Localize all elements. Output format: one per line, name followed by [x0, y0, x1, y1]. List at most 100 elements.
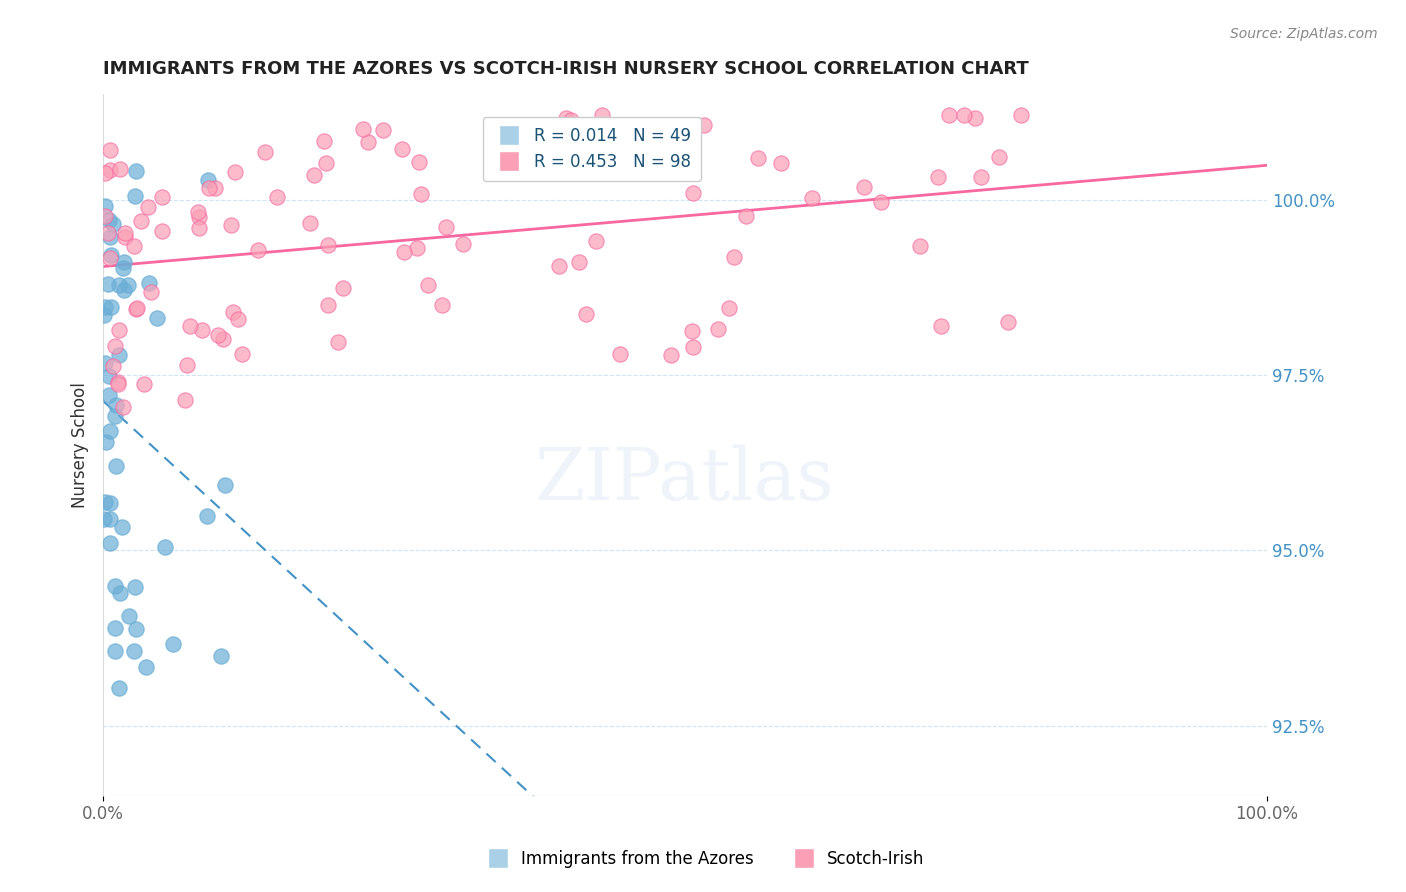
- Text: ZIPatlas: ZIPatlas: [536, 445, 835, 516]
- Point: [104, 644, 127, 658]
- Point: [124, 644, 146, 658]
- Point: [112, 400, 135, 414]
- Point: [114, 226, 136, 240]
- Point: [214, 478, 236, 492]
- Point: [98, 388, 121, 402]
- Point: [953, 108, 976, 122]
- Point: [191, 323, 214, 337]
- Point: [770, 156, 793, 170]
- Point: [111, 261, 134, 276]
- Point: [585, 235, 607, 249]
- Point: [98, 229, 121, 244]
- Point: [970, 169, 993, 184]
- Point: [104, 339, 127, 353]
- Point: [693, 118, 716, 132]
- Point: [114, 230, 136, 244]
- Point: [108, 348, 131, 362]
- Point: [138, 276, 160, 290]
- Point: [104, 398, 127, 412]
- Point: [988, 150, 1011, 164]
- Point: [136, 200, 159, 214]
- Point: [681, 324, 703, 338]
- Point: [406, 241, 429, 255]
- Point: [659, 348, 682, 362]
- Point: [316, 238, 339, 252]
- Point: [107, 277, 129, 292]
- Point: [108, 586, 131, 600]
- Point: [150, 224, 173, 238]
- Point: [219, 219, 242, 233]
- Point: [408, 155, 430, 169]
- Legend: R = 0.014   N = 49, R = 0.453   N = 98: R = 0.014 N = 49, R = 0.453 N = 98: [482, 117, 702, 181]
- Point: [125, 164, 148, 178]
- Point: [965, 112, 987, 126]
- Point: [314, 134, 336, 148]
- Point: [104, 458, 127, 473]
- Point: [1010, 108, 1032, 122]
- Point: [391, 142, 413, 156]
- Point: [197, 173, 219, 187]
- Point: [112, 283, 135, 297]
- Point: [735, 209, 758, 223]
- Point: [430, 297, 453, 311]
- Point: [747, 151, 769, 165]
- Point: [98, 251, 121, 265]
- Point: [931, 319, 953, 334]
- Point: [124, 189, 146, 203]
- Point: [927, 169, 949, 184]
- Point: [97, 277, 120, 292]
- Point: [125, 623, 148, 637]
- Point: [575, 307, 598, 321]
- Point: [100, 247, 122, 261]
- Point: [801, 190, 824, 204]
- Point: [211, 333, 233, 347]
- Point: [98, 369, 121, 384]
- Point: [107, 376, 129, 391]
- Point: [93, 210, 115, 224]
- Point: [150, 190, 173, 204]
- Point: [94, 300, 117, 314]
- Point: [246, 243, 269, 257]
- Point: [434, 220, 457, 235]
- Point: [107, 323, 129, 337]
- Point: [134, 376, 156, 391]
- Point: [682, 186, 704, 200]
- Text: IMMIGRANTS FROM THE AZORES VS SCOTCH-IRISH NURSERY SCHOOL CORRELATION CHART: IMMIGRANTS FROM THE AZORES VS SCOTCH-IRI…: [103, 60, 1029, 78]
- Point: [135, 659, 157, 673]
- Point: [122, 238, 145, 252]
- Point: [94, 435, 117, 450]
- Point: [117, 277, 139, 292]
- Point: [179, 318, 201, 333]
- Point: [104, 409, 127, 423]
- Point: [717, 301, 740, 316]
- Point: [127, 301, 149, 316]
- Point: [609, 347, 631, 361]
- Point: [176, 358, 198, 372]
- Point: [869, 194, 891, 209]
- Point: [392, 244, 415, 259]
- Point: [547, 259, 569, 273]
- Point: [352, 122, 374, 136]
- Point: [298, 216, 321, 230]
- Point: [226, 312, 249, 326]
- Point: [481, 130, 503, 145]
- Point: [682, 340, 704, 354]
- Point: [643, 166, 665, 180]
- Point: [94, 356, 117, 370]
- Point: [266, 190, 288, 204]
- Point: [94, 199, 117, 213]
- Point: [187, 204, 209, 219]
- Point: [357, 135, 380, 149]
- Point: [129, 214, 152, 228]
- Point: [107, 375, 129, 389]
- Point: [124, 302, 146, 317]
- Point: [723, 250, 745, 264]
- Point: [224, 165, 246, 179]
- Point: [162, 637, 184, 651]
- Point: [100, 424, 122, 438]
- Point: [568, 255, 591, 269]
- Point: [373, 123, 395, 137]
- Point: [318, 298, 340, 312]
- Point: [103, 217, 125, 231]
- Point: [98, 212, 121, 227]
